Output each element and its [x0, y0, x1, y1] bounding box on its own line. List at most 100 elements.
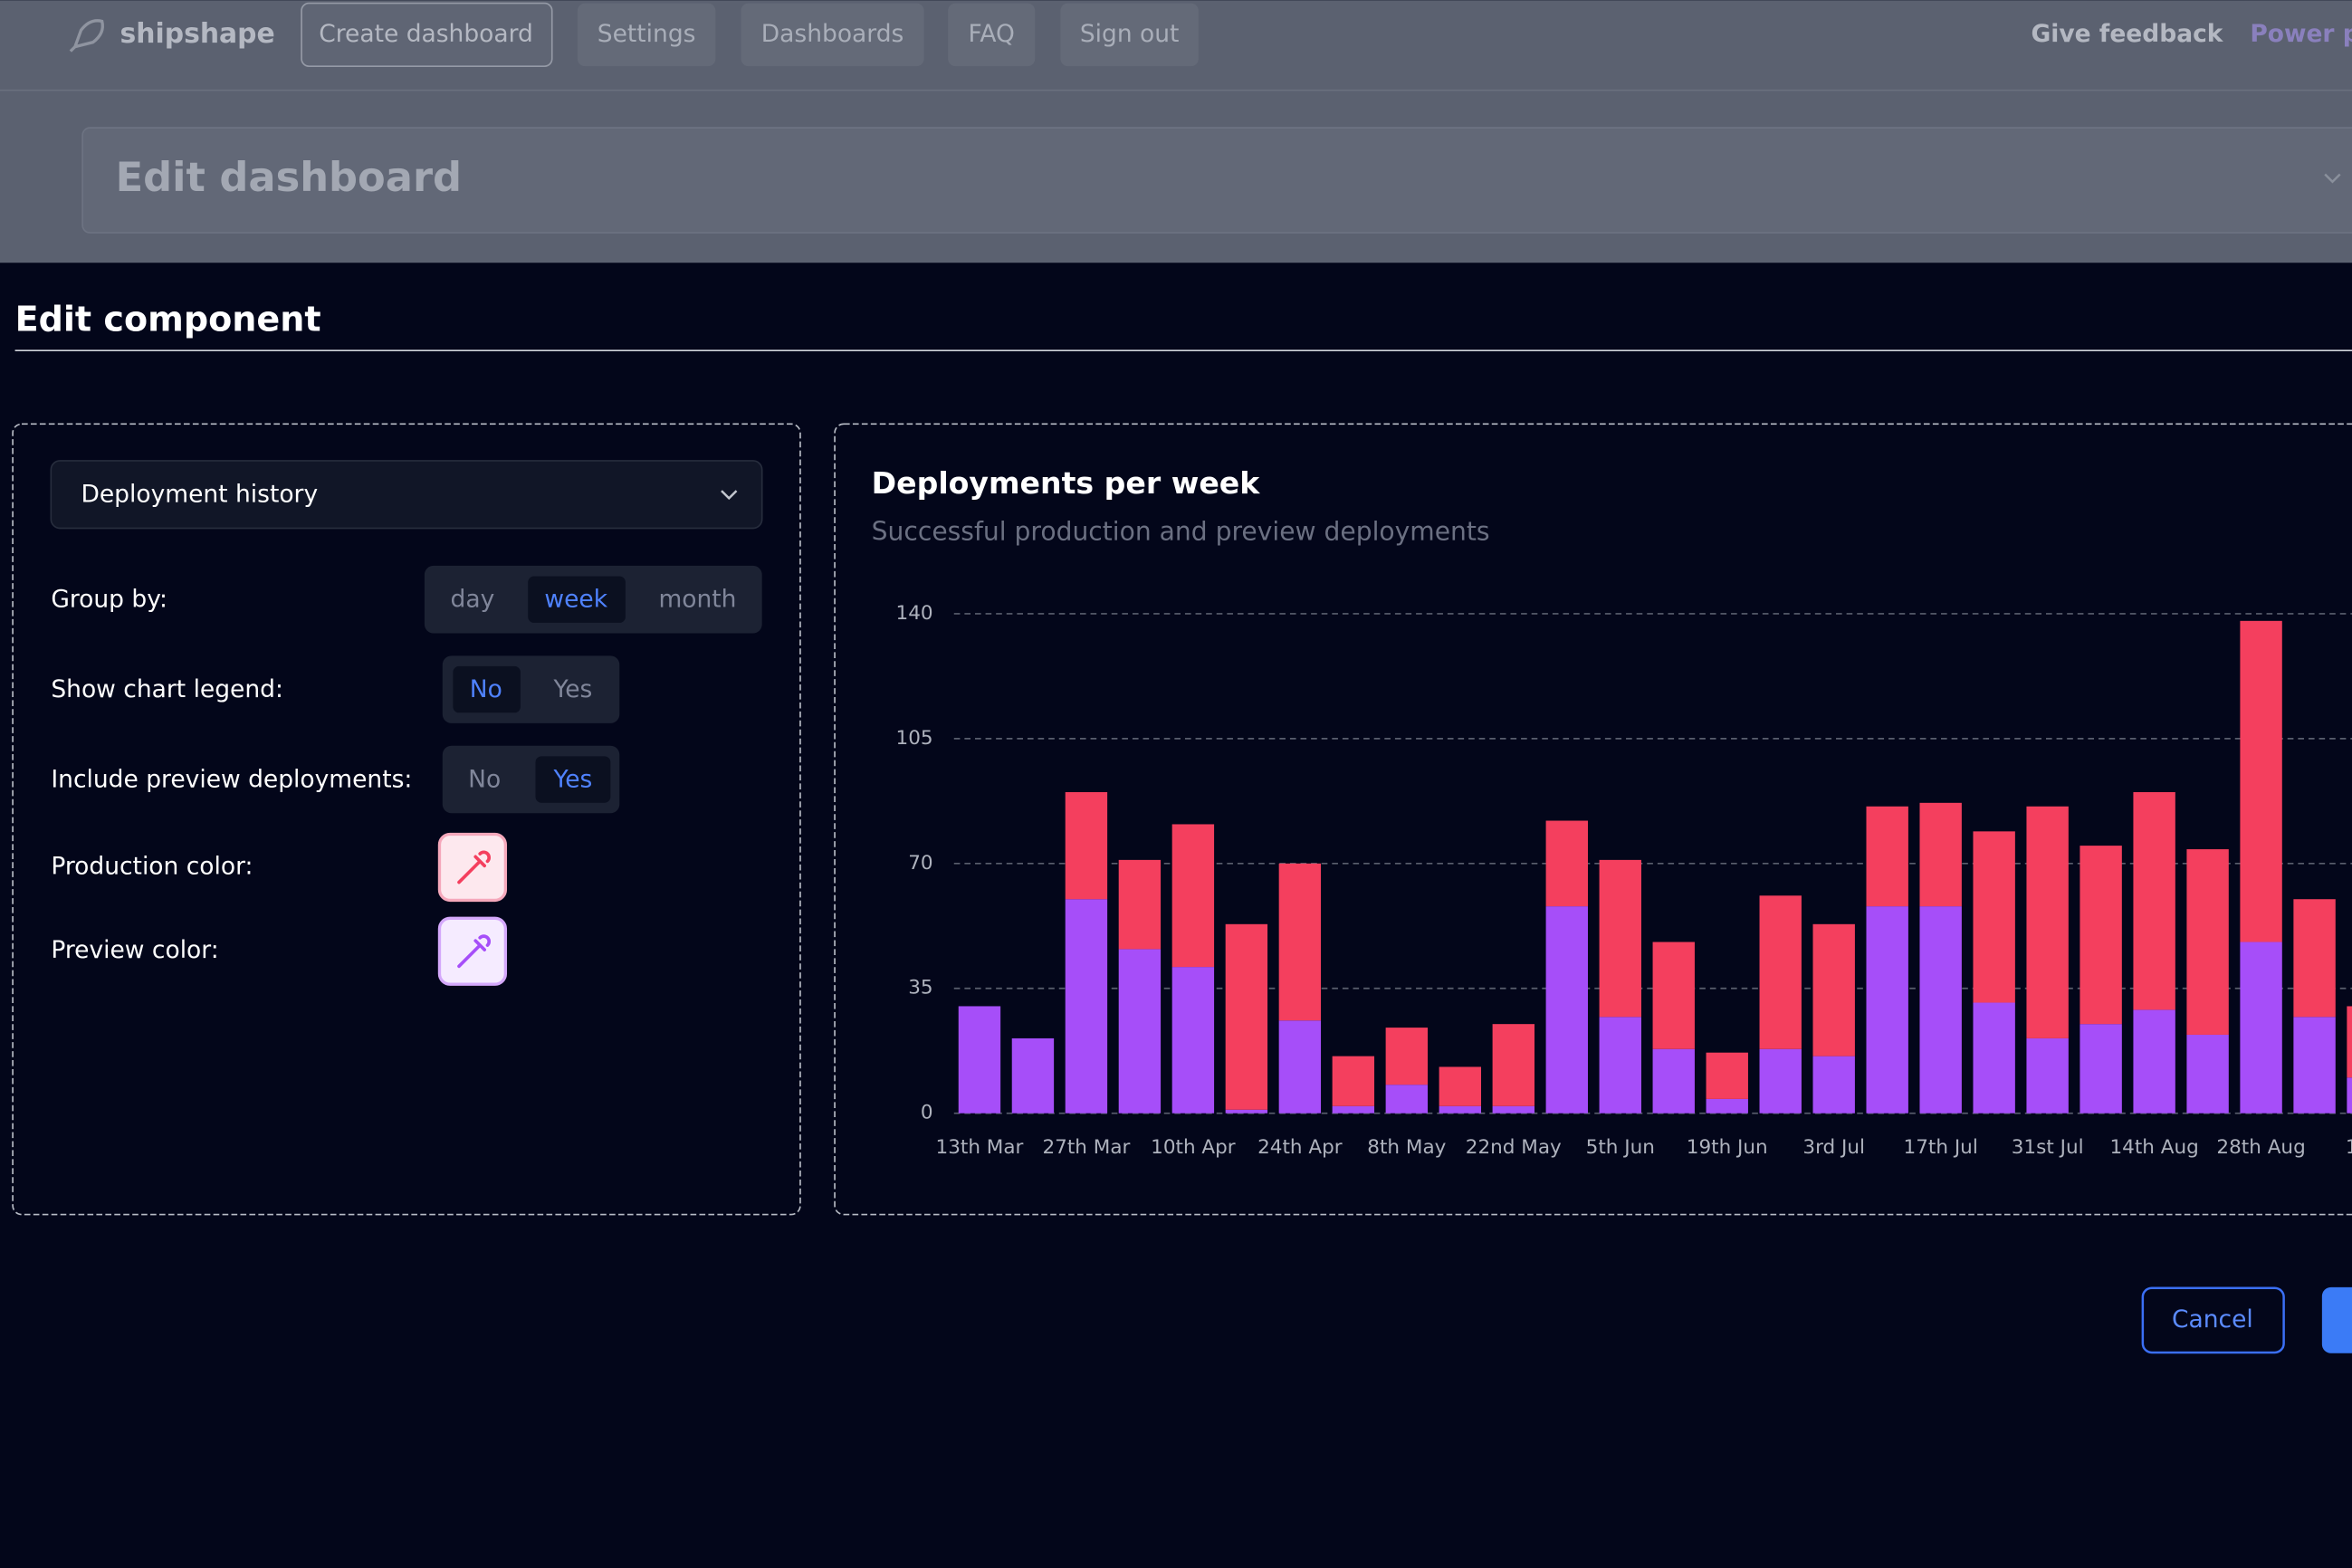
option[interactable]: No: [470, 675, 502, 703]
brand-icon: [69, 19, 104, 53]
component-select[interactable]: [50, 460, 763, 530]
field-label: Group by:: [51, 586, 167, 614]
option-selected[interactable]: [528, 576, 626, 623]
bar-segment: [1652, 1048, 1695, 1114]
y-tick-label: 0: [921, 1102, 933, 1124]
nav-button[interactable]: [1060, 3, 1199, 67]
bar-segment: [1225, 1109, 1268, 1114]
x-tick-label: 19th Jun: [1687, 1136, 1768, 1159]
bar-segment: [1332, 1056, 1375, 1106]
option-selected[interactable]: [535, 756, 611, 803]
bar-segment: [1439, 1105, 1482, 1114]
bar-segment: [1866, 906, 1908, 1114]
bar-segment: [1011, 1037, 1055, 1114]
dashboard-header: [81, 127, 2352, 234]
x-tick-label: 11th: [2346, 1136, 2352, 1159]
bar-segment: [1919, 802, 1962, 907]
x-tick-label: 27th Mar: [1042, 1136, 1130, 1159]
bar-segment: [1065, 899, 1108, 1114]
feedback-link[interactable]: Give feedback: [2031, 20, 2223, 48]
bar-segment: [2080, 846, 2122, 1025]
bar-segment: [1065, 791, 1108, 900]
field-label: Production color:: [51, 852, 253, 880]
eyedropper-icon: [457, 934, 491, 969]
nav-button[interactable]: [948, 3, 1036, 67]
bar-segment: [1545, 820, 1588, 907]
bar-segment: [1812, 1056, 1855, 1114]
option[interactable]: day: [451, 586, 495, 614]
chevron[interactable]: [721, 490, 738, 501]
bar-segment: [2133, 791, 2175, 1010]
bar-segment: [2026, 806, 2069, 1038]
x-tick-label: 22nd May: [1466, 1136, 1562, 1159]
bar-segment: [1278, 863, 1322, 1021]
y-tick-label: 35: [908, 977, 932, 999]
cancel-label[interactable]: Cancel: [2172, 1305, 2253, 1334]
bar-segment: [1973, 831, 2015, 1003]
bar-segment: [1812, 923, 1855, 1056]
y-tick-label: 70: [908, 852, 932, 875]
y-tick-label: 105: [896, 727, 933, 750]
option[interactable]: Yes: [553, 675, 593, 703]
bar-segment: [1492, 1024, 1535, 1106]
power-link[interactable]: Power p: [2250, 20, 2352, 48]
bar-segment: [2347, 1077, 2352, 1114]
option[interactable]: Yes: [553, 765, 593, 793]
chart-panel: [834, 423, 2352, 1216]
save-button[interactable]: [2321, 1286, 2352, 1353]
option[interactable]: month: [658, 586, 736, 614]
x-tick-label: 13th Mar: [936, 1136, 1024, 1159]
bar-segment: [1599, 1017, 1641, 1114]
bar-segment: [2240, 942, 2282, 1114]
option-selected[interactable]: [453, 665, 521, 713]
nav-item[interactable]: Settings: [598, 20, 696, 48]
bar-segment: [2347, 1006, 2352, 1078]
bar-segment: [2186, 849, 2229, 1035]
bar-segment: [1439, 1066, 1482, 1106]
bar-segment: [1759, 895, 1802, 1049]
x-tick-label: 5th Jun: [1586, 1136, 1655, 1159]
nav-button[interactable]: [741, 3, 924, 67]
bar-segment: [1652, 942, 1695, 1049]
nav-button[interactable]: [577, 3, 716, 67]
nav-item[interactable]: Dashboards: [761, 20, 904, 48]
option[interactable]: No: [468, 765, 501, 793]
chart-subtitle: Successful production and preview deploy…: [872, 516, 1490, 546]
bar-segment: [1118, 949, 1162, 1114]
chevron[interactable]: [2324, 173, 2341, 184]
x-tick-label: 17th Jul: [1904, 1136, 1978, 1159]
bar-segment: [1759, 1048, 1802, 1114]
field-label: Preview color:: [51, 936, 218, 964]
bar-segment: [1385, 1028, 1429, 1085]
bar-segment: [2240, 620, 2282, 942]
x-tick-label: 14th Aug: [2109, 1136, 2198, 1159]
bar-segment: [2186, 1034, 2229, 1114]
bar-segment: [2133, 1009, 2175, 1114]
nav-item[interactable]: Create dashboard: [319, 20, 533, 48]
brand[interactable]: shipshape: [120, 18, 275, 50]
select-value[interactable]: Deployment history: [81, 481, 318, 509]
x-tick-label: 8th May: [1367, 1136, 1446, 1159]
settings-panel: [12, 423, 801, 1216]
bar-segment: [1171, 967, 1215, 1114]
bar-segment: [1545, 906, 1588, 1114]
bar-segment: [1706, 1052, 1748, 1099]
bar-segment: [1866, 806, 1908, 907]
x-tick-label: 3rd Jul: [1802, 1136, 1865, 1159]
bar-segment: [1332, 1105, 1375, 1114]
dashboard-title: Edit dashboard: [116, 153, 462, 201]
bar-segment: [2080, 1024, 2122, 1114]
nav-item[interactable]: Sign out: [1080, 20, 1180, 48]
bar-segment: [1118, 859, 1162, 950]
x-tick-label: 31st Jul: [2012, 1136, 2084, 1159]
nav-button[interactable]: [301, 2, 553, 68]
cancel-button[interactable]: [2141, 1286, 2285, 1354]
chart-title: Deployments per week: [872, 465, 1261, 501]
bar-segment: [1225, 923, 1268, 1110]
nav-item[interactable]: FAQ: [969, 20, 1015, 48]
x-tick-label: 24th Apr: [1257, 1136, 1343, 1159]
option[interactable]: week: [544, 586, 607, 614]
eyedropper-icon: [457, 850, 491, 884]
